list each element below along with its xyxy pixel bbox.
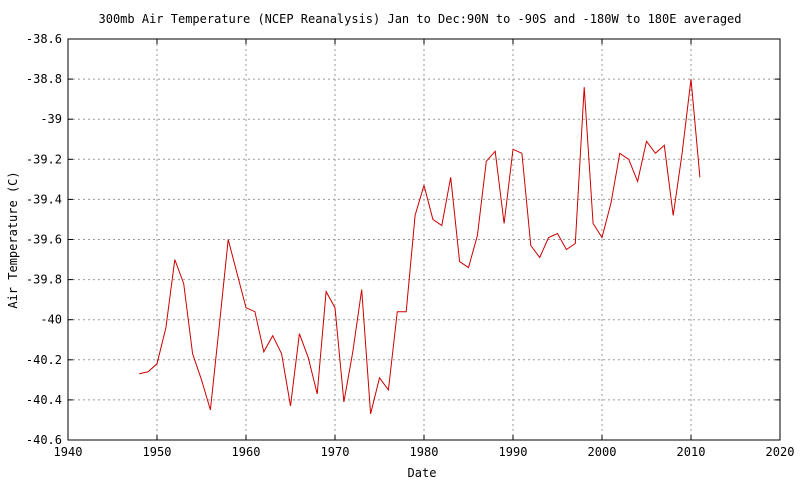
x-tick-label: 2020 [766, 445, 795, 459]
x-tick-label: 2000 [588, 445, 617, 459]
x-tick-label: 1950 [143, 445, 172, 459]
gridlines [68, 39, 780, 440]
y-tick-label: -40.2 [26, 353, 62, 367]
y-tick-label: -38.6 [26, 32, 62, 46]
y-tick-label: -39 [40, 112, 62, 126]
y-tick-label: -40.6 [26, 433, 62, 447]
y-tick-label: -40 [40, 313, 62, 327]
y-tick-label: -40.4 [26, 393, 62, 407]
chart-title: 300mb Air Temperature (NCEP Reanalysis) … [99, 12, 742, 26]
series-layer [139, 79, 701, 415]
y-tick-label: -39.2 [26, 152, 62, 166]
x-tick-label: 2010 [677, 445, 706, 459]
x-tick-label: 1940 [54, 445, 83, 459]
series-line [139, 79, 701, 415]
x-tick-label: 1960 [232, 445, 261, 459]
x-tick-label: 1970 [321, 445, 350, 459]
y-tick-label: -39.8 [26, 273, 62, 287]
x-tick-label: 1980 [410, 445, 439, 459]
y-tick-label: -38.8 [26, 72, 62, 86]
y-axis-label: Air Temperature (C) [6, 171, 20, 308]
x-tick-label: 1990 [499, 445, 528, 459]
y-tick-label: -39.4 [26, 192, 62, 206]
axis-ticks: 1940 1950 1960 1970 1980 1990 2000 2010 2020 -38.… [26, 32, 795, 459]
y-tick-label: -39.6 [26, 233, 62, 247]
x-axis-label: Date [408, 466, 437, 480]
